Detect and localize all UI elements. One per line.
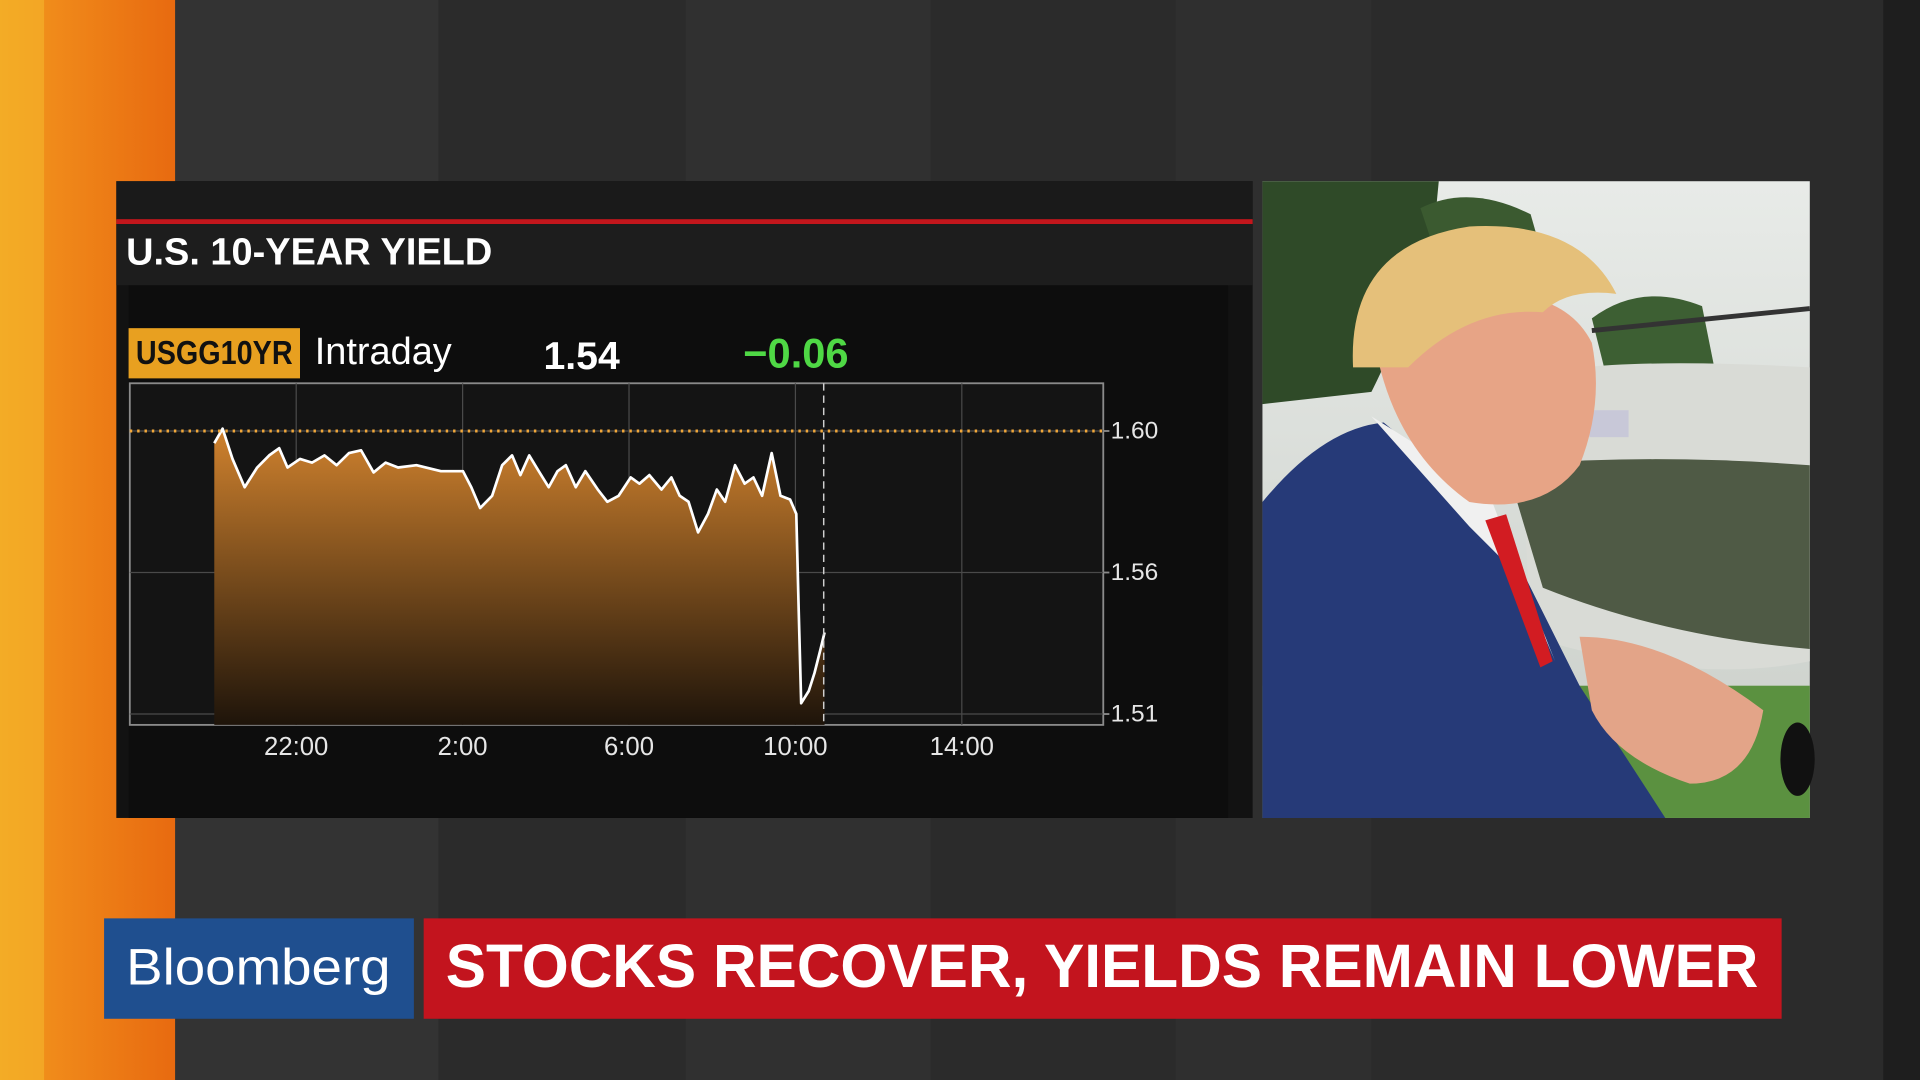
x-tick-label: 22:00 (264, 733, 328, 761)
hair (1352, 226, 1617, 368)
y-tick-label: 1.51 (1111, 701, 1159, 728)
title-band (116, 224, 1253, 286)
bg-edge (1883, 0, 1920, 1080)
headline: STOCKS RECOVER, YIELDS REMAIN LOWER (446, 932, 1759, 1000)
panel-header (116, 181, 1253, 221)
x-tick-label: 14:00 (930, 733, 994, 761)
y-tick-label: 1.60 (1111, 418, 1159, 445)
x-tick-label: 10:00 (763, 733, 827, 761)
ticker: USGG10YR (136, 335, 293, 372)
chart-title: U.S. 10-YEAR YIELD (126, 232, 492, 274)
flag (1589, 410, 1629, 438)
logo-box (104, 918, 414, 1019)
hands (1579, 636, 1764, 784)
headline-box (423, 918, 1782, 1019)
trees (1262, 181, 1439, 405)
area-fill (214, 428, 825, 725)
ticker-box (128, 328, 300, 379)
microphone (1780, 722, 1815, 796)
tie (1485, 514, 1553, 668)
trees (1591, 296, 1715, 368)
period: Intraday (315, 331, 452, 373)
x-tick-label: 2:00 (438, 733, 488, 761)
change-value: −0.06 (743, 329, 848, 376)
last-value: 1.54 (544, 335, 620, 378)
suit (1262, 422, 1666, 818)
y-tick-label: 1.56 (1111, 559, 1159, 586)
logo: Bloomberg (126, 938, 390, 996)
rotor (1591, 306, 1811, 334)
plot: 22:00 2:00 6:00 10:00 14:00 1.60 1.56 1.51 (129, 383, 1159, 761)
orange-strip (0, 0, 45, 1080)
photo (1262, 181, 1815, 818)
red-rule (116, 219, 1253, 225)
yield-line (213, 427, 826, 705)
x-tick-label: 6:00 (604, 733, 654, 761)
helicopter-body (1506, 459, 1810, 649)
